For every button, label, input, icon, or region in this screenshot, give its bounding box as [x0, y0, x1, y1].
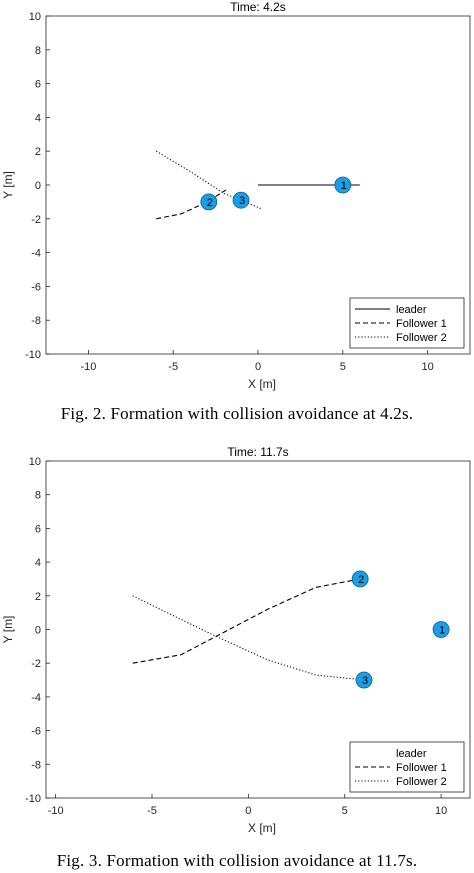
y-tick-label: -10: [25, 793, 41, 805]
legend-entry: Follower 1: [396, 762, 447, 774]
y-tick-label: 6: [35, 79, 41, 91]
chart-1: -10 -8 -6 -4 -2 0 2 4 6 8 10 -10 -5 0 5 10 Time: 4.2s X […: [1, 0, 471, 391]
x-tick-label: 0: [245, 805, 251, 817]
legend-entry: Follower 2: [396, 776, 447, 788]
legend-box: [349, 741, 465, 793]
y-tick-label: 2: [35, 146, 41, 158]
x-tick-label: 5: [340, 361, 346, 373]
robot-label: 3: [239, 195, 245, 207]
robot-circle: [334, 176, 352, 194]
x-axis-label: X [m]: [248, 821, 276, 835]
y-axis-label: Y [m]: [1, 616, 15, 644]
robot-circle: [351, 570, 369, 588]
robot-marker: 2: [351, 570, 369, 588]
y-tick-label: 0: [35, 180, 41, 192]
y-tick-label: -6: [31, 281, 41, 293]
legend-entry: Follower 2: [396, 332, 447, 344]
robot-label: 2: [207, 197, 213, 209]
robot-circle: [232, 191, 250, 209]
x-tick-label: -5: [147, 805, 157, 817]
legend-box: [349, 297, 465, 349]
y-tick-label: 4: [35, 557, 41, 569]
y-tick-label: 8: [35, 45, 41, 57]
x-tick-label: -10: [80, 361, 96, 373]
y-tick-label: 10: [29, 11, 41, 23]
legend-entry: leader: [396, 304, 427, 316]
robot-circle: [432, 621, 450, 638]
y-tick-label: -8: [31, 759, 41, 771]
x-tick-label: 10: [435, 805, 447, 817]
y-tick-label: 10: [29, 456, 41, 468]
chart-2: -10 -8 -6 -4 -2 0 2 4 6 8 10 -10 -5 0 5 10 Time: 11.7s X …: [1, 445, 471, 835]
figure-3-caption: Fig. 3. Formation with collision avoidan…: [56, 851, 418, 870]
y-tick-label: -10: [25, 349, 41, 361]
robot-marker: 2: [200, 193, 218, 211]
y-tick-label: 2: [35, 591, 41, 603]
series-line-follower-1: [132, 578, 361, 664]
robot-marker: 1: [432, 621, 450, 638]
legend-entry: leader: [396, 748, 427, 760]
robot-circle: [355, 671, 373, 689]
y-tick-label: -6: [31, 726, 41, 738]
robot-label: 1: [439, 625, 445, 637]
robot-label: 3: [362, 675, 368, 687]
y-tick-label: -4: [31, 692, 41, 704]
x-axis-label: X [m]: [248, 377, 276, 391]
robot-label: 2: [358, 574, 364, 586]
y-tick-label: 0: [35, 625, 41, 637]
legend: leader Follower 1 Follower 2: [349, 297, 465, 349]
robot-marker: 3: [232, 191, 250, 209]
series-line-follower-1: [156, 189, 227, 220]
series-line-follower-2: [132, 595, 365, 681]
y-tick-label: 6: [35, 523, 41, 535]
legend-entry: Follower 1: [396, 318, 447, 330]
robot-circle: [200, 193, 218, 211]
x-tick-label: 10: [421, 361, 433, 373]
robot-marker: 1: [334, 176, 352, 194]
figure-2-caption: Fig. 2. Formation with collision avoidan…: [60, 404, 414, 423]
x-tick-label: -5: [168, 361, 178, 373]
y-axis-label: Y [m]: [1, 171, 15, 199]
chart-title: Time: 4.2s: [230, 0, 286, 14]
y-tick-label: -2: [31, 214, 41, 226]
chart-title: Time: 11.7s: [227, 445, 288, 459]
x-tick-label: -10: [48, 805, 64, 817]
y-tick-label: -8: [31, 315, 41, 327]
robot-label: 1: [341, 180, 347, 192]
x-tick-label: 0: [255, 361, 261, 373]
y-tick-label: -2: [31, 658, 41, 670]
x-tick-label: 5: [342, 805, 348, 817]
robot-marker: 3: [355, 671, 373, 689]
y-tick-label: 4: [35, 112, 41, 124]
y-tick-label: 8: [35, 490, 41, 502]
y-tick-label: -4: [31, 248, 41, 260]
legend: leader Follower 1 Follower 2: [349, 741, 465, 793]
